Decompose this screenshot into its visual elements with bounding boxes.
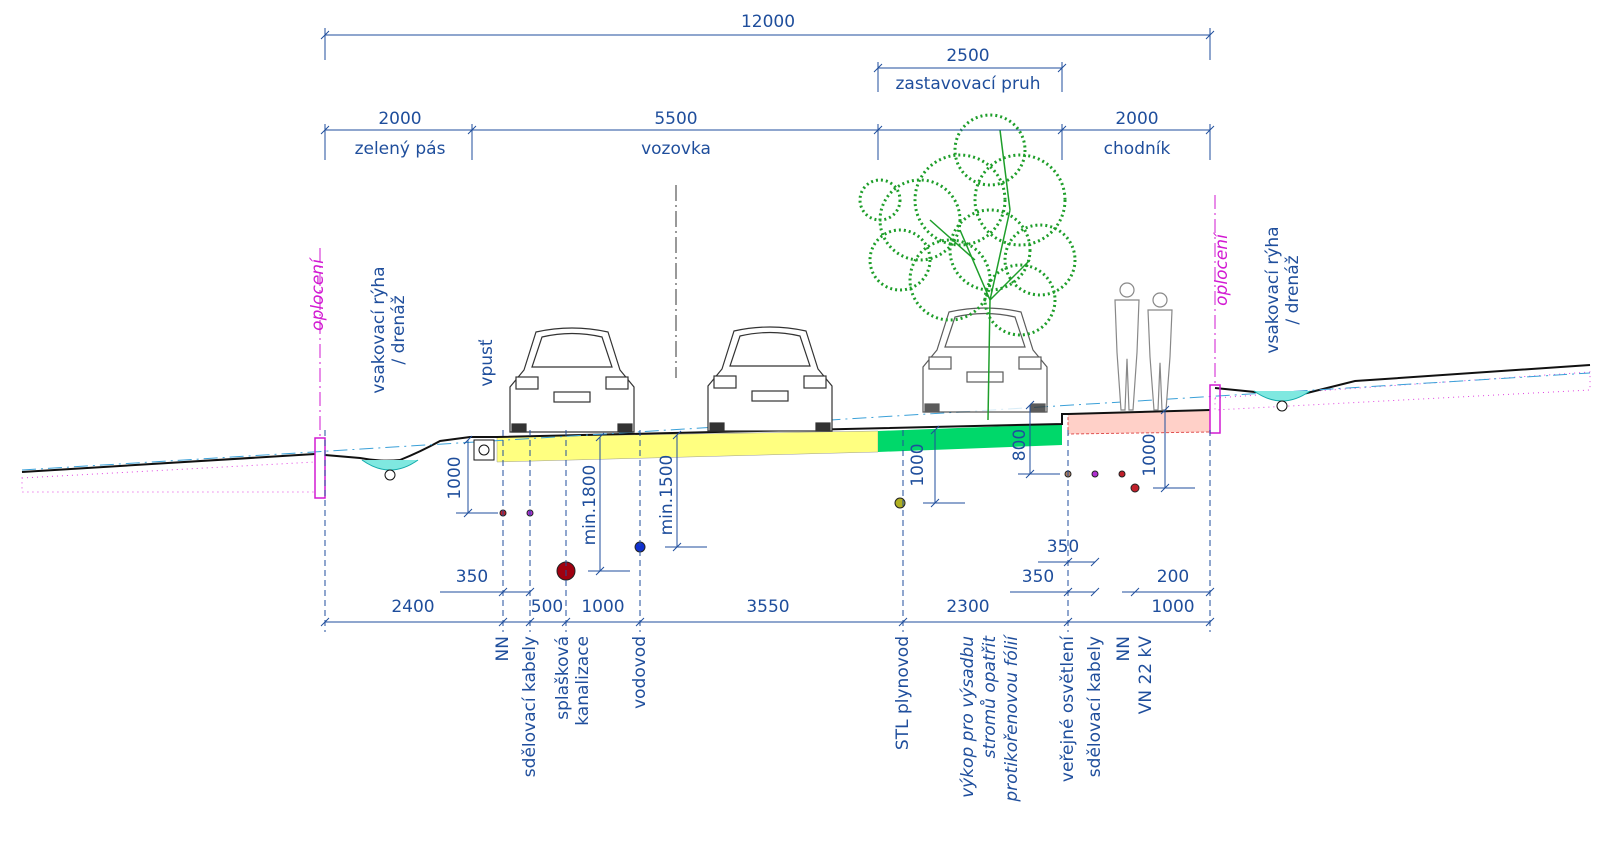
- tree-crown: [975, 155, 1065, 245]
- car-wheel: [710, 423, 724, 431]
- offset-dimension: 350: [456, 567, 488, 587]
- car-light: [714, 376, 736, 388]
- car-wheel: [816, 423, 830, 431]
- car-wheel: [1031, 404, 1045, 412]
- utility-pipe: [1092, 471, 1098, 477]
- pedestrian: [1148, 293, 1172, 410]
- car-window: [730, 333, 810, 367]
- car-plate: [752, 391, 788, 401]
- label: chodník: [1104, 139, 1171, 159]
- label: 5500: [654, 109, 697, 129]
- body: [1148, 310, 1172, 410]
- drain-trench: [1254, 391, 1310, 401]
- car: [510, 328, 634, 432]
- car-light: [1019, 357, 1041, 369]
- label: zastavovací pruh: [895, 74, 1040, 94]
- drain-pipe: [385, 470, 395, 480]
- label: NN: [493, 636, 513, 661]
- car-light: [606, 377, 628, 389]
- utility-pipe: [1119, 471, 1125, 477]
- label: stromů opatřit: [979, 635, 1000, 759]
- depth-dimension: 800: [1010, 429, 1030, 461]
- car-plate: [554, 392, 590, 402]
- depth-dimension: 1000: [1140, 433, 1160, 476]
- label: vsakovací rýha: [1263, 226, 1283, 353]
- label: / drenáž: [1283, 255, 1303, 324]
- label: vpusť: [477, 339, 497, 386]
- drain-pipe: [1277, 401, 1287, 411]
- label: VN 22 kV: [1136, 636, 1156, 715]
- soil-left: [22, 462, 315, 492]
- car-wheel: [618, 424, 632, 432]
- label: splašková: [553, 636, 573, 720]
- offset-dimension: 1000: [1151, 597, 1194, 617]
- label: veřejné osvětlení: [1058, 635, 1078, 782]
- offset-dimension: 2300: [946, 597, 989, 617]
- tree-crown: [950, 210, 1030, 290]
- car: [708, 327, 832, 431]
- label: 2000: [1115, 109, 1158, 129]
- label: 2000: [378, 109, 421, 129]
- offset-dimension: 350: [1022, 567, 1054, 587]
- drain-trench: [362, 460, 418, 470]
- body: [1115, 300, 1139, 410]
- car: [923, 308, 1047, 412]
- offset-dimension: 1000: [581, 597, 624, 617]
- label: kanalizace: [573, 636, 593, 726]
- car-light: [516, 377, 538, 389]
- tree-crown: [955, 115, 1025, 185]
- head: [1153, 293, 1167, 307]
- cross-section: 12000 2500 zastavovací pruh 2000 zelený pás 5…: [0, 0, 1612, 852]
- pedestrian: [1115, 283, 1139, 410]
- offset-dimension: 3550: [746, 597, 789, 617]
- car-light: [804, 376, 826, 388]
- depth-dimension: 1000: [445, 456, 465, 499]
- car-window: [532, 334, 612, 368]
- depth-dimension: 1000: [908, 443, 928, 486]
- car-wheel: [512, 424, 526, 432]
- offset-dimension: 500: [531, 597, 563, 617]
- label: protikořenovou fólií: [1002, 634, 1022, 803]
- label: 2500: [946, 46, 989, 66]
- label: vozovka: [641, 139, 711, 159]
- tree-crown: [910, 240, 990, 320]
- label: vsakovací rýha: [369, 266, 389, 393]
- label: vodovod: [630, 636, 650, 709]
- inlet-pipe: [479, 445, 489, 455]
- depth-dimension: min.1500: [657, 455, 677, 536]
- label: NN: [1114, 636, 1134, 661]
- label: zelený pás: [355, 139, 446, 159]
- tree-crown: [1005, 225, 1075, 295]
- offset-dimension: 200: [1157, 567, 1189, 587]
- label: oplocení: [308, 257, 328, 331]
- fence-post: [315, 438, 325, 498]
- label: 12000: [741, 12, 795, 32]
- label: výkop pro výsadbu: [958, 636, 978, 798]
- car-light: [929, 357, 951, 369]
- utility-pipe: [1131, 484, 1139, 492]
- label: / drenáž: [389, 295, 409, 364]
- offset-dimension: 350: [1047, 537, 1079, 557]
- label: STL plynovod: [893, 636, 913, 750]
- offset-dimension: 2400: [391, 597, 434, 617]
- car-plate: [967, 372, 1003, 382]
- car-wheel: [925, 404, 939, 412]
- label: sdělovací kabely: [520, 636, 540, 777]
- head: [1120, 283, 1134, 297]
- depth-dimension: min.1800: [580, 465, 600, 546]
- label: sdělovací kabely: [1085, 636, 1105, 777]
- label: oplocení: [1212, 232, 1232, 306]
